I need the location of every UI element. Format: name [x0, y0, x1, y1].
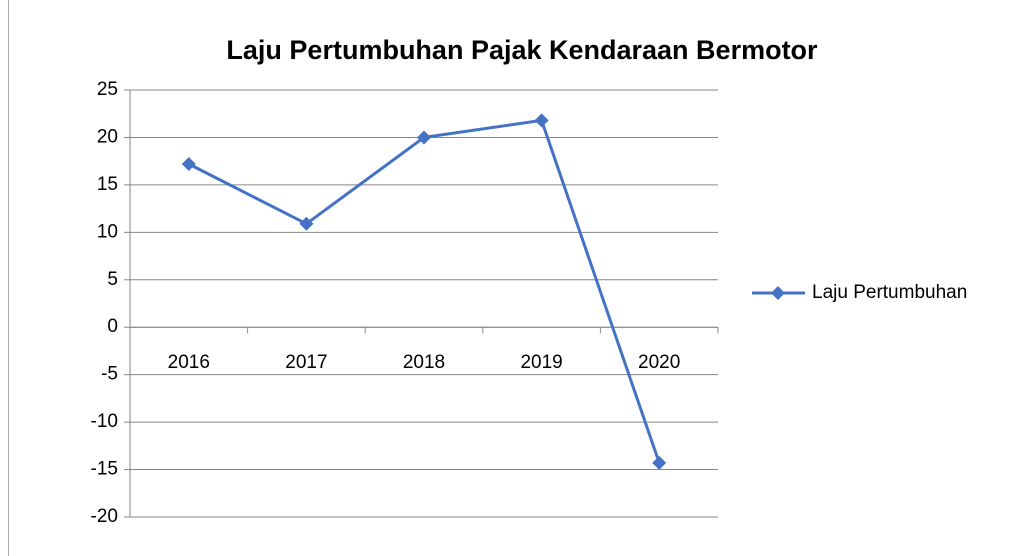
- legend-label: Laju Pertumbuhan: [812, 282, 967, 303]
- y-tick-label: -10: [91, 411, 118, 432]
- y-tick-label: -15: [91, 459, 118, 480]
- y-tick-label: -5: [101, 364, 118, 385]
- x-tick-label: 2019: [520, 352, 562, 373]
- x-tick-label: 2020: [638, 352, 680, 373]
- x-tick-label: 2016: [168, 352, 210, 373]
- y-tick-label: 25: [97, 79, 118, 100]
- marker: [771, 286, 785, 300]
- marker: [299, 216, 314, 231]
- y-tick-label: 20: [97, 126, 118, 147]
- x-tick-label: 2018: [403, 352, 445, 373]
- y-tick-label: 5: [107, 269, 118, 290]
- marker: [534, 113, 549, 128]
- y-tick-label: 10: [97, 221, 118, 242]
- marker: [652, 455, 667, 470]
- marker: [181, 157, 196, 172]
- marker: [417, 130, 431, 145]
- chart-frame: [8, 0, 1028, 556]
- x-tick-label: 2017: [285, 352, 327, 373]
- y-tick-label: 15: [97, 174, 118, 195]
- y-tick-label: 0: [107, 316, 118, 337]
- chart-title: Laju Pertumbuhan Pajak Kendaraan Bermoto…: [226, 35, 818, 65]
- y-tick-label: -20: [91, 506, 118, 527]
